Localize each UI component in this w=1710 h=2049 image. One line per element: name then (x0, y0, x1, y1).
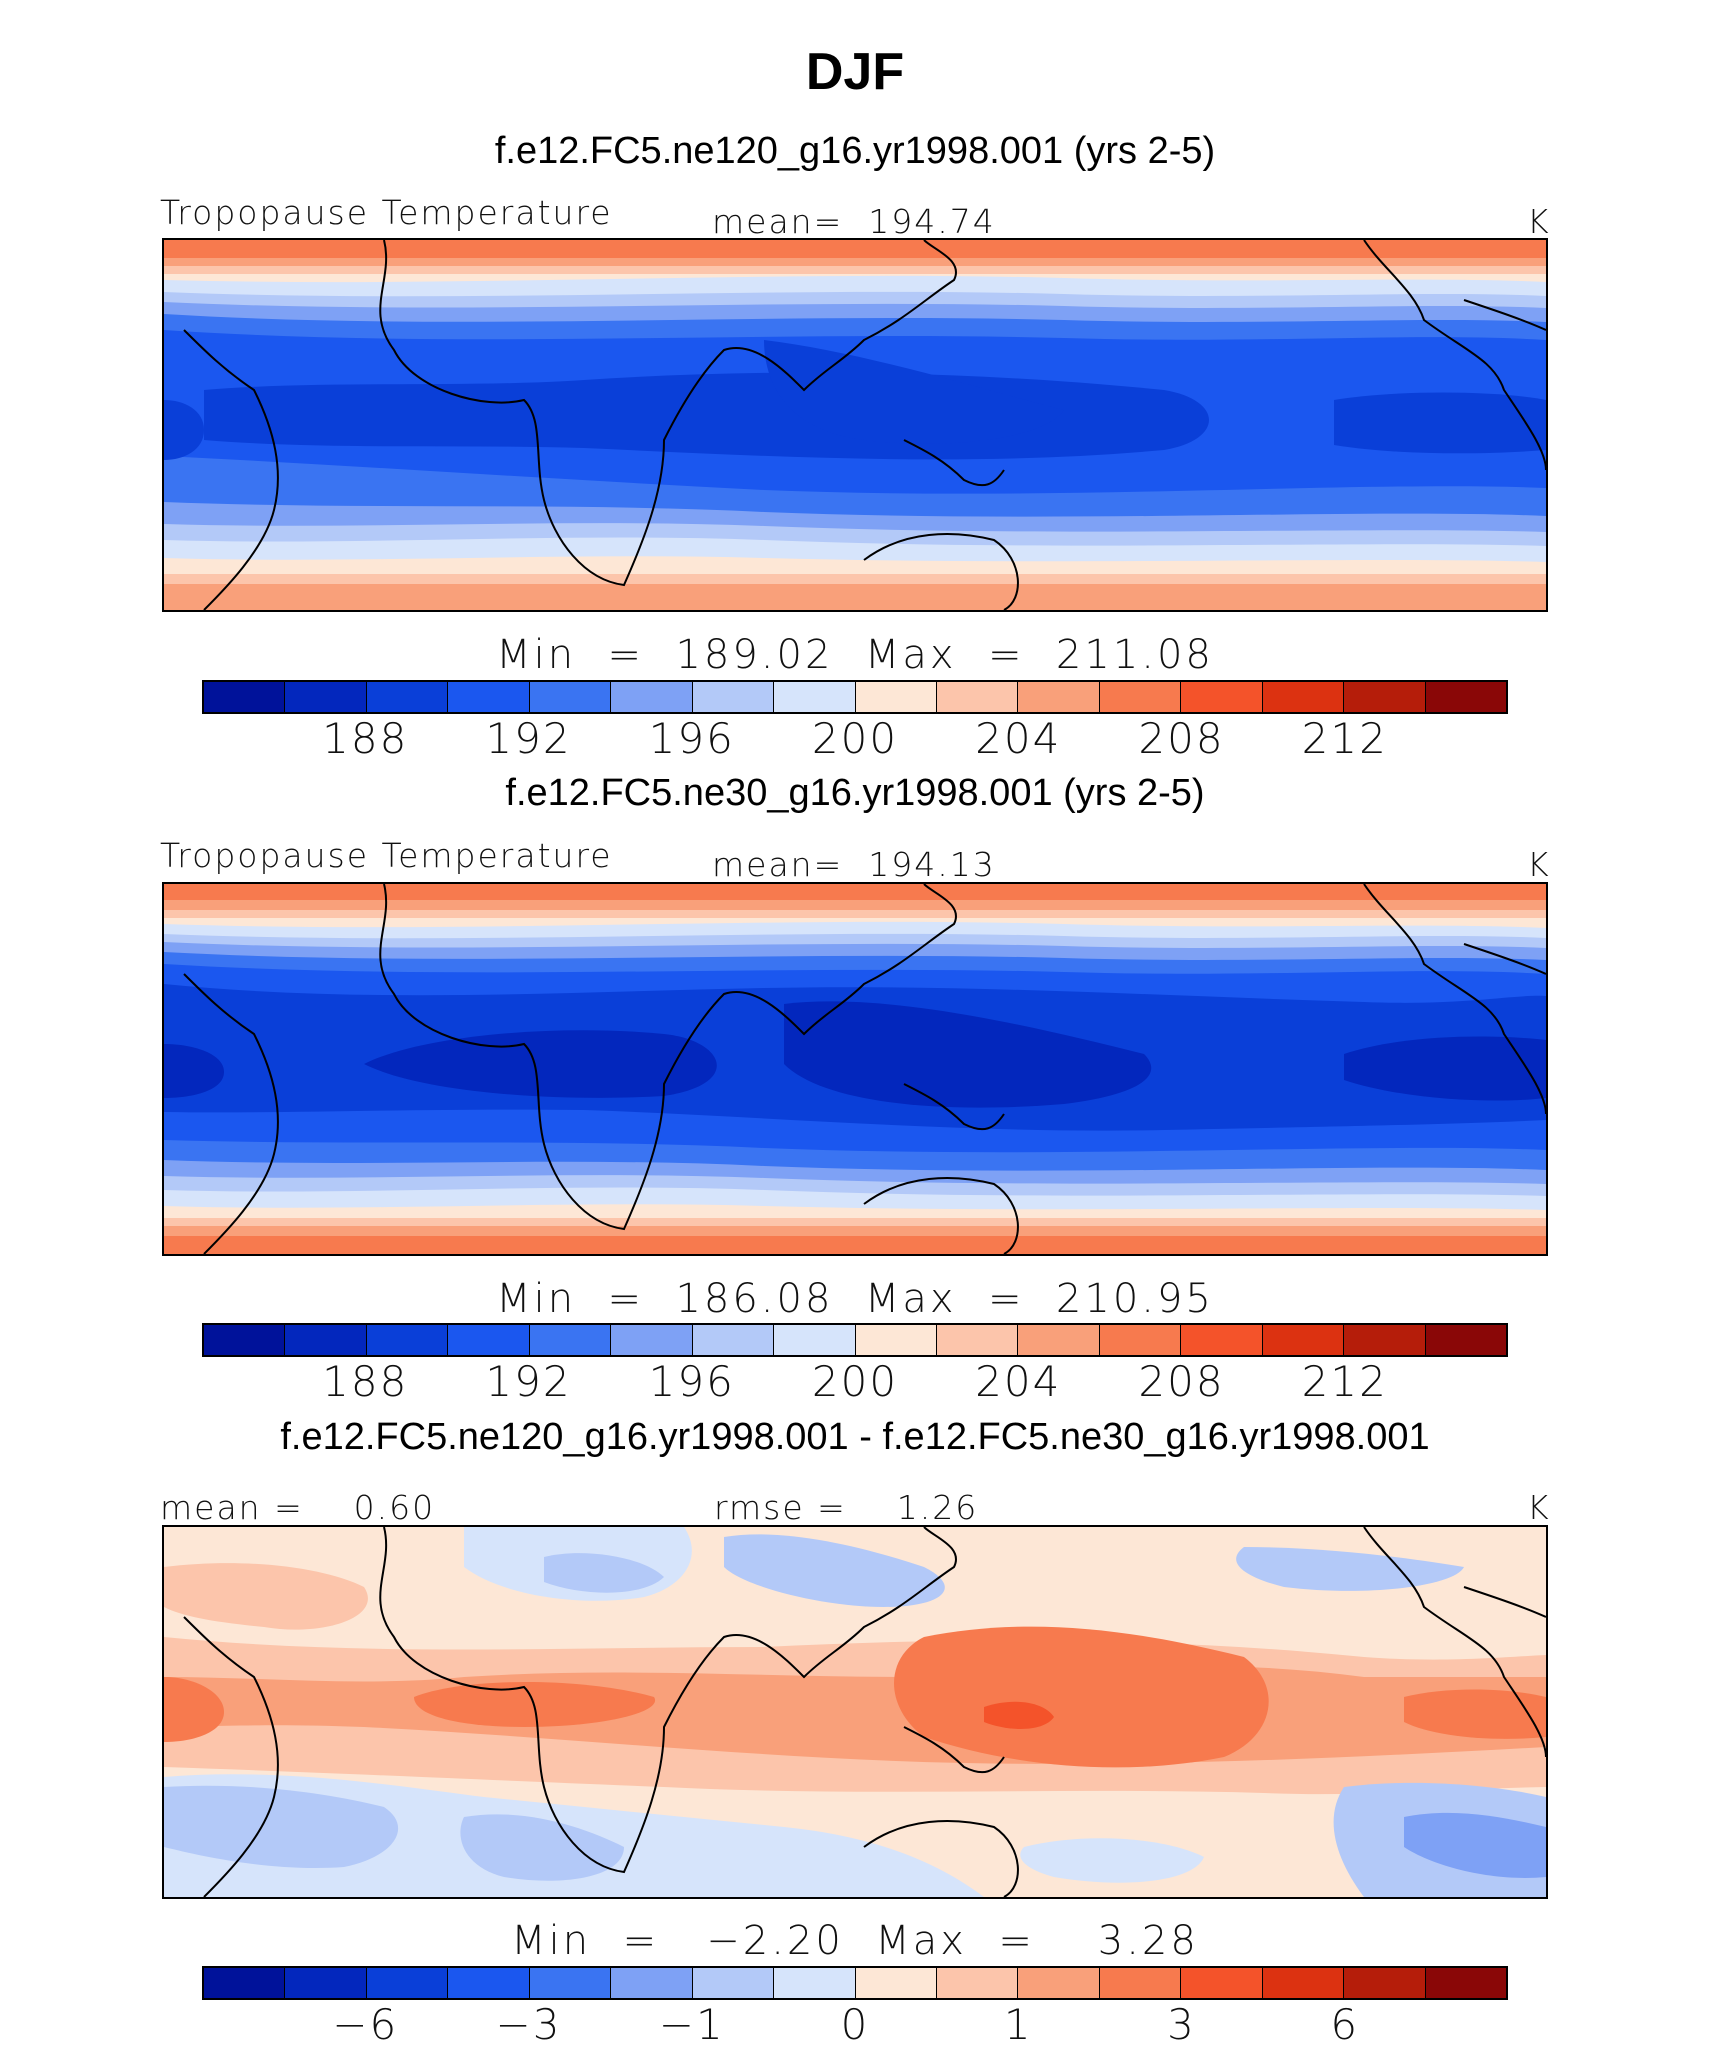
colorbar-tick-label: 6 (1330, 2000, 1360, 2049)
colorbar-swatch (774, 1968, 856, 1998)
colorbar-swatch (366, 1325, 449, 1355)
panel-2-mean-label: mean= 194.13 (712, 845, 996, 884)
panel-3-mean-label: mean = 0.60 (160, 1488, 436, 1527)
colorbar-swatch (1425, 682, 1506, 712)
colorbar-tick-label: 192 (485, 714, 572, 763)
colorbar-tick-label: 212 (1301, 1357, 1388, 1406)
panel-1-colorbar (202, 680, 1508, 714)
colorbar-swatch (285, 682, 367, 712)
colorbar-swatch (611, 682, 693, 712)
colorbar-swatch (855, 682, 937, 712)
colorbar-swatch (1262, 682, 1345, 712)
panel-1-mean-label: mean= 194.74 (712, 202, 996, 241)
colorbar-tick-label: 196 (648, 714, 735, 763)
panel-3-map (162, 1525, 1548, 1899)
colorbar-swatch (936, 682, 1019, 712)
colorbar-tick-label: 208 (1138, 714, 1225, 763)
panel-1-title: f.e12.FC5.ne120_g16.yr1998.001 (yrs 2-5) (494, 130, 1216, 172)
colorbar-tick-label: 200 (811, 714, 899, 763)
colorbar-swatch (448, 1968, 530, 1998)
colorbar-swatch (529, 682, 612, 712)
colorbar-swatch (529, 1968, 612, 1998)
colorbar-swatch (855, 1325, 937, 1355)
colorbar-swatch (1425, 1325, 1506, 1355)
panel-1-min-max: Min = 189.02 Max = 211.08 (496, 632, 1214, 678)
panel-1-contour-field (164, 240, 1546, 610)
colorbar-swatch (1018, 1968, 1100, 1998)
panel-1-units-label: K (1527, 202, 1551, 241)
colorbar-swatch (204, 1325, 286, 1355)
colorbar-swatch (1099, 1968, 1182, 1998)
panel-3-units-label: K (1527, 1488, 1551, 1527)
colorbar-swatch (1425, 1968, 1506, 1998)
colorbar-swatch (1262, 1325, 1345, 1355)
colorbar-swatch (204, 1968, 286, 1998)
colorbar-swatch (1099, 1325, 1182, 1355)
colorbar-swatch (1181, 1968, 1263, 1998)
colorbar-swatch (1344, 1968, 1426, 1998)
panel-2-title: f.e12.FC5.ne30_g16.yr1998.001 (yrs 2-5) (505, 772, 1205, 814)
colorbar-tick-label: 188 (322, 1357, 409, 1406)
colorbar-tick-label: 1 (1003, 2000, 1033, 2049)
panel-2-units-label: K (1527, 845, 1551, 884)
colorbar-tick-label: 196 (648, 1357, 735, 1406)
colorbar-swatch (285, 1968, 367, 1998)
colorbar-swatch (448, 682, 530, 712)
colorbar-tick-label: 0 (840, 2000, 870, 2049)
panel-3-min-max: Min = −2.20 Max = 3.28 (511, 1918, 1199, 1964)
colorbar-swatch (692, 1968, 775, 1998)
colorbar-swatch (692, 682, 775, 712)
panel-2-variable-label: Tropopause Temperature (160, 836, 613, 875)
panel-1-map (162, 238, 1548, 612)
colorbar-swatch (1344, 682, 1426, 712)
colorbar-swatch (1344, 1325, 1426, 1355)
panel-3-title: f.e12.FC5.ne120_g16.yr1998.001 - f.e12.F… (280, 1416, 1430, 1458)
colorbar-tick-label: −1 (658, 2000, 725, 2049)
colorbar-tick-label: −6 (332, 2000, 399, 2049)
colorbar-swatch (936, 1325, 1019, 1355)
colorbar-swatch (285, 1325, 367, 1355)
colorbar-swatch (692, 1325, 775, 1355)
panel-3-rmse-label: rmse = 1.26 (714, 1488, 979, 1527)
main-title: DJF (805, 43, 905, 101)
panel-3-colorbar (202, 1966, 1508, 2000)
colorbar-swatch (774, 1325, 856, 1355)
panel-3-colorbar-ticks: −6 −3 −1 0 1 3 6 (0, 2000, 1710, 2049)
colorbar-swatch (529, 1325, 612, 1355)
colorbar-swatch (204, 682, 286, 712)
colorbar-swatch (936, 1968, 1019, 1998)
panel-2-colorbar (202, 1323, 1508, 1357)
panel-2-map (162, 882, 1548, 1256)
colorbar-tick-label: 212 (1301, 714, 1388, 763)
panel-1-variable-label: Tropopause Temperature (160, 193, 613, 232)
colorbar-swatch (855, 1968, 937, 1998)
colorbar-tick-label: 208 (1138, 1357, 1225, 1406)
colorbar-tick-label: 188 (322, 714, 409, 763)
colorbar-swatch (1018, 682, 1100, 712)
colorbar-swatch (366, 1968, 449, 1998)
colorbar-swatch (1181, 1325, 1263, 1355)
colorbar-swatch (774, 682, 856, 712)
colorbar-tick-label: 200 (811, 1357, 899, 1406)
panel-1-colorbar-ticks: 188 192 196 200 204 208 212 (0, 714, 1710, 774)
colorbar-swatch (611, 1968, 693, 1998)
colorbar-swatch (1262, 1968, 1345, 1998)
colorbar-swatch (1181, 682, 1263, 712)
colorbar-swatch (1018, 1325, 1100, 1355)
colorbar-tick-label: 192 (485, 1357, 572, 1406)
colorbar-swatch (611, 1325, 693, 1355)
panel-2-colorbar-ticks: 188 192 196 200 204 208 212 (0, 1357, 1710, 1417)
panel-2-contour-field (164, 884, 1546, 1254)
colorbar-tick-label: 204 (975, 1357, 1062, 1406)
colorbar-swatch (448, 1325, 530, 1355)
colorbar-swatch (366, 682, 449, 712)
panel-2-min-max: Min = 186.08 Max = 210.95 (496, 1276, 1214, 1322)
colorbar-tick-label: −3 (495, 2000, 562, 2049)
colorbar-tick-label: 204 (975, 714, 1062, 763)
panel-3-contour-field (164, 1527, 1546, 1897)
colorbar-swatch (1099, 682, 1182, 712)
colorbar-tick-label: 3 (1167, 2000, 1196, 2049)
